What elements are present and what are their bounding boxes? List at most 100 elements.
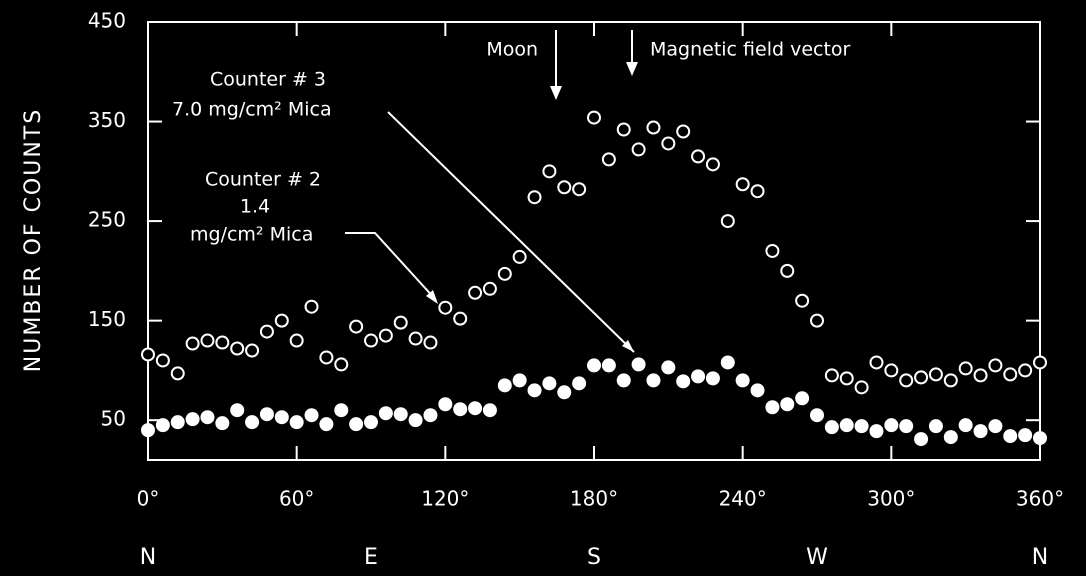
x-tick-label: 180° — [570, 487, 618, 511]
data-point — [1003, 367, 1018, 382]
data-point — [780, 397, 795, 412]
data-point — [1033, 355, 1047, 370]
data-point — [274, 313, 289, 328]
data-point — [943, 373, 958, 388]
data-point — [824, 420, 839, 435]
data-point — [899, 419, 914, 434]
data-point — [810, 313, 824, 328]
data-point — [914, 432, 929, 447]
data-point — [869, 424, 884, 439]
data-point — [482, 281, 497, 296]
data-point — [185, 336, 200, 351]
data-point — [1033, 431, 1047, 446]
data-point — [899, 373, 914, 388]
data-point — [423, 408, 438, 423]
data-point — [141, 423, 155, 438]
data-point — [542, 376, 557, 391]
annotation: Magnetic field vector — [650, 39, 851, 61]
data-point — [884, 418, 899, 433]
data-point — [497, 266, 512, 281]
data-point — [958, 418, 973, 433]
data-point — [587, 358, 601, 373]
data-point — [572, 182, 587, 197]
data-point — [854, 380, 869, 395]
data-point — [839, 371, 854, 386]
data-point — [453, 311, 468, 326]
data-point — [765, 400, 780, 415]
arrowhead — [622, 340, 634, 352]
data-point — [274, 410, 289, 425]
y-tick-label: 250 — [88, 208, 126, 232]
data-point — [973, 368, 988, 383]
data-point — [854, 419, 869, 434]
data-point — [170, 366, 185, 381]
data-point — [393, 315, 408, 330]
x-tick-label: 0° — [137, 487, 160, 511]
arrowhead — [626, 62, 638, 76]
data-point — [185, 412, 200, 427]
arrowhead — [550, 86, 562, 100]
data-point — [988, 419, 1003, 434]
data-point — [616, 122, 631, 137]
data-point — [408, 413, 423, 428]
data-point — [750, 383, 765, 398]
data-point — [661, 136, 676, 151]
data-point — [349, 417, 364, 432]
data-point — [304, 299, 319, 314]
annotation: Counter # 3 — [210, 69, 326, 91]
data-point — [378, 406, 393, 421]
data-point — [468, 401, 483, 416]
data-point — [824, 368, 839, 383]
data-point — [1018, 428, 1033, 443]
data-point — [200, 333, 215, 348]
data-point — [259, 407, 274, 422]
x-tick-label: 60° — [279, 487, 314, 511]
data-point — [245, 343, 260, 358]
data-point — [750, 184, 765, 199]
data-point — [170, 415, 185, 430]
annotation: Counter # 2 — [205, 169, 321, 191]
data-point — [259, 324, 274, 339]
data-point — [646, 120, 661, 135]
data-point — [319, 350, 334, 365]
x-tick-label: 300° — [867, 487, 915, 511]
annotation: mg/cm² Mica — [190, 224, 313, 246]
y-tick-label: 450 — [88, 9, 126, 33]
compass-label: S — [587, 545, 601, 570]
data-point — [720, 355, 735, 370]
data-point — [527, 190, 542, 205]
data-point — [364, 415, 378, 430]
data-point — [542, 164, 557, 179]
x-tick-label: 240° — [719, 487, 767, 511]
data-point — [230, 403, 245, 418]
data-point — [973, 424, 988, 439]
data-point — [289, 415, 304, 430]
data-point — [482, 403, 497, 418]
data-point — [988, 358, 1003, 373]
data-point — [705, 371, 720, 386]
arrowhead — [426, 290, 438, 304]
y-tick-label: 50 — [101, 407, 126, 431]
data-point — [601, 152, 616, 167]
data-point — [364, 333, 378, 348]
annotation: 1.4 — [240, 196, 270, 218]
data-point — [795, 293, 810, 308]
compass-label: N — [140, 545, 156, 570]
data-point — [735, 373, 750, 388]
y-tick-label: 150 — [88, 307, 126, 331]
data-point — [215, 335, 230, 350]
data-point — [527, 383, 542, 398]
data-point — [601, 358, 616, 373]
data-point — [334, 357, 349, 372]
annotation: Moon — [486, 39, 538, 61]
data-point — [735, 177, 750, 192]
annotation-arrow — [345, 232, 437, 301]
data-point — [215, 416, 230, 431]
data-point — [378, 328, 393, 343]
data-point — [839, 418, 854, 433]
data-point — [587, 110, 601, 125]
data-point — [200, 410, 215, 425]
data-point — [631, 357, 646, 372]
data-point — [155, 353, 170, 368]
